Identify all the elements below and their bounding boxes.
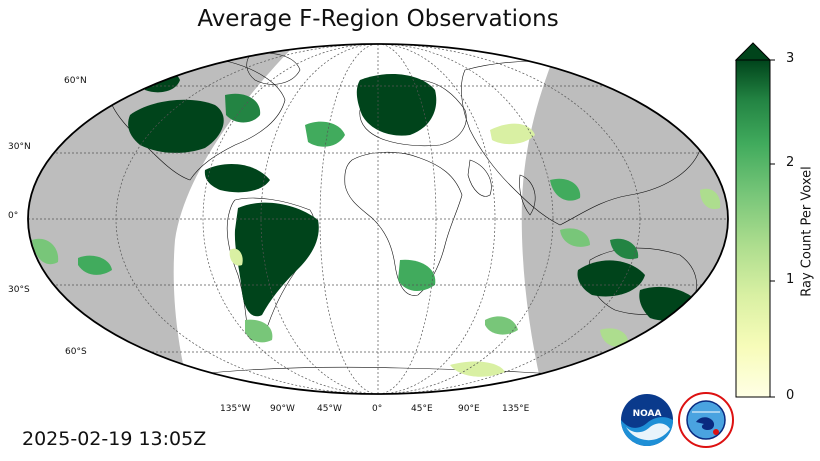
national-weather-service-logo (678, 392, 734, 448)
observation-density (32, 68, 721, 377)
colorbar-tick-3: 3 (786, 51, 795, 66)
noaa-logo: NOAA (621, 394, 673, 446)
lat-label-30n: 30°N (8, 142, 31, 152)
lon-label-0: 0° (372, 404, 383, 414)
globe-border (27, 43, 729, 395)
colorbar-gradient (735, 59, 771, 398)
globe (28, 44, 728, 394)
day-region (173, 44, 560, 394)
colorbar-tick-0: 0 (786, 388, 795, 403)
lon-label-45w: 45°W (317, 404, 342, 414)
colorbar-tick-2: 2 (786, 155, 795, 170)
colorbar-tick-1: 1 (786, 272, 795, 287)
colorbar-label: Ray Count Per Voxel (799, 166, 815, 297)
map-title: Average F-Region Observations (197, 6, 559, 32)
timestamp: 2025-02-19 13:05Z (22, 428, 207, 450)
lat-label-60n: 60°N (64, 76, 87, 86)
lon-label-135e: 135°E (502, 404, 530, 414)
lon-label-135w: 135°W (220, 404, 251, 414)
lon-label-45e: 45°E (411, 404, 433, 414)
lat-label-equator: 0° (8, 211, 19, 221)
colorbar (734, 42, 775, 398)
lon-label-90e: 90°E (458, 404, 480, 414)
colorbar-extend-arrow (734, 42, 772, 61)
svg-text:NOAA: NOAA (633, 409, 662, 419)
lon-label-90w: 90°W (270, 404, 295, 414)
lat-label-60s: 60°S (65, 347, 87, 357)
lat-label-30s: 30°S (8, 285, 30, 295)
